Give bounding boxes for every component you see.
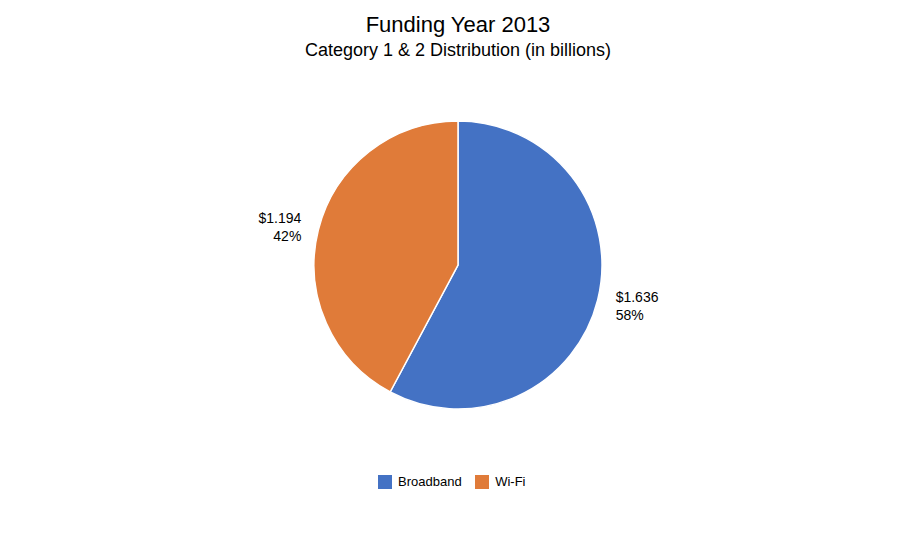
html-text:Broadband: Broadband [398, 474, 462, 489]
svg-text:$1.63658%: $1.63658% [616, 289, 659, 323]
html-text:Category 1 & 2 Distribution (i: Category 1 & 2 Distribution (in billions… [304, 40, 612, 60]
svg-text:$1.19442%: $1.19442% [259, 210, 302, 244]
html-text:Wi-Fi: Wi-Fi [495, 474, 526, 489]
html-text:Funding Year 2013: Funding Year 2013 [365, 12, 551, 37]
